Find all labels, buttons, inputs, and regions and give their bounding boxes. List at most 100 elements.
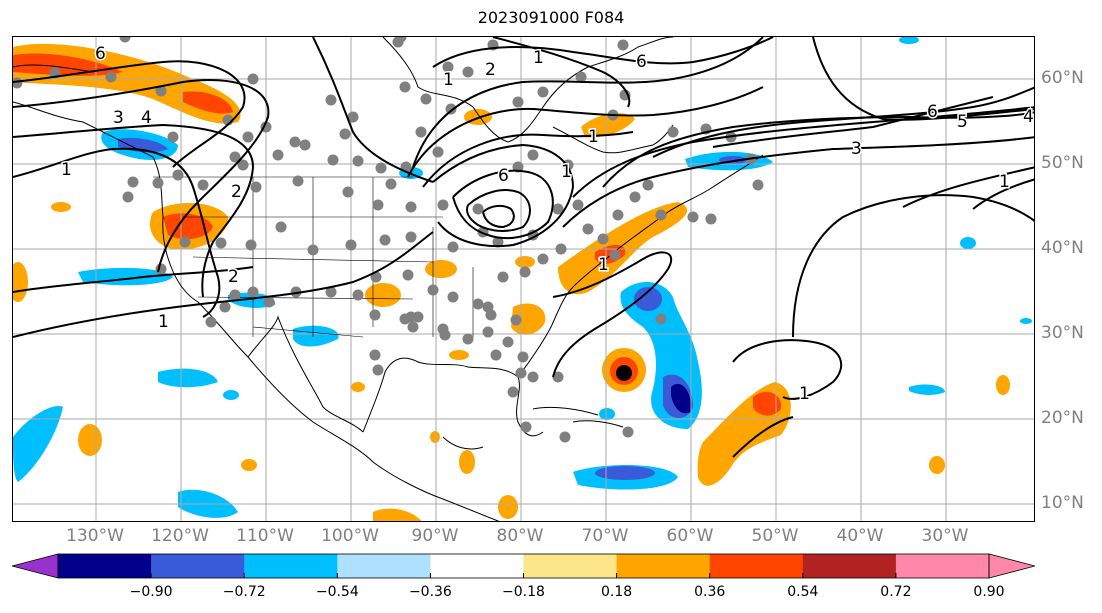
lat-label: 30°N <box>1041 323 1084 343</box>
colorbar-segment <box>895 554 990 578</box>
station-dot <box>575 71 587 83</box>
station-dot <box>229 151 241 163</box>
station-dot <box>572 199 584 211</box>
station-dot <box>342 186 354 198</box>
station-dot <box>655 209 667 221</box>
station-dot <box>250 181 262 193</box>
colorbar-tick-label: −0.36 <box>408 584 452 600</box>
lon-label: 30°W <box>921 526 969 546</box>
colorbar-tick-label: 0.36 <box>694 584 726 600</box>
station-dot <box>582 223 594 235</box>
colorbar-segment <box>337 554 431 578</box>
station-dot <box>399 81 411 93</box>
station-dot <box>155 85 167 97</box>
shade-region <box>634 287 662 311</box>
contour-label: 6 <box>636 52 647 72</box>
station-dot <box>705 213 717 225</box>
colorbar-segment <box>244 554 338 578</box>
station-dot <box>555 243 567 255</box>
station-dot <box>445 103 457 115</box>
station-dot <box>122 191 134 203</box>
lon-label: 130°W <box>66 526 124 546</box>
station-dot <box>519 266 531 278</box>
station-dot <box>205 316 217 328</box>
station-dot <box>307 244 319 256</box>
station-dot <box>345 239 357 251</box>
station-dot <box>372 364 384 376</box>
station-dot <box>527 371 539 383</box>
shade-region <box>996 375 1010 395</box>
colorbar-tick-label: 0.90 <box>973 584 1005 600</box>
contour-label: 5 <box>957 112 968 132</box>
political-borders <box>153 176 474 338</box>
lon-label: 90°W <box>411 526 459 546</box>
shade-region <box>498 495 518 519</box>
lat-label: 20°N <box>1041 408 1084 428</box>
station-dot <box>219 301 231 313</box>
station-dot <box>405 231 417 243</box>
contour-label: 1 <box>598 255 609 275</box>
station-dot <box>339 128 351 140</box>
station-dot <box>237 159 249 171</box>
lat-label: 50°N <box>1041 153 1084 173</box>
colorbar-extend-high <box>988 553 1035 579</box>
station-dot <box>407 321 419 333</box>
gridlines <box>13 37 1034 521</box>
station-dots <box>13 37 764 443</box>
shade-region <box>78 424 102 456</box>
shade-region <box>449 350 469 360</box>
colorbar-tick-label: −0.72 <box>222 584 266 600</box>
contour-label: 1 <box>61 160 72 180</box>
station-dot <box>372 199 384 211</box>
colorbar <box>12 553 1035 579</box>
colorbar-segment <box>58 554 152 578</box>
station-dot <box>432 146 444 158</box>
station-dot <box>447 241 459 253</box>
shade-region <box>909 384 945 395</box>
station-dot <box>245 239 257 251</box>
station-dot <box>642 179 654 191</box>
station-dot <box>172 169 184 181</box>
shade-region <box>595 466 655 480</box>
shade-region <box>899 37 919 44</box>
station-dot <box>385 178 397 190</box>
station-dot <box>485 309 497 321</box>
colorbar-segment <box>709 554 804 578</box>
shade-region <box>183 91 233 114</box>
shade-region <box>373 508 422 521</box>
shade-region <box>929 456 945 474</box>
station-dot <box>229 289 241 301</box>
station-dot <box>369 309 381 321</box>
colorbar-tick-label: 0.54 <box>787 584 819 600</box>
contour-label: 1 <box>999 172 1010 192</box>
station-dot <box>275 221 287 233</box>
station-dot <box>405 201 417 213</box>
station-dot <box>352 155 364 167</box>
contour-label: 6 <box>498 166 509 186</box>
colorbar-tick-label: 0.18 <box>601 584 633 600</box>
shade-region <box>223 390 239 400</box>
station-dot <box>442 61 454 73</box>
shade-region <box>1020 318 1032 324</box>
colorbar-tick-label: −0.90 <box>129 584 173 600</box>
contour-lines <box>13 37 1034 458</box>
station-dot <box>559 431 571 443</box>
station-dot <box>537 86 549 98</box>
station-dot <box>492 236 504 248</box>
contour-label: 6 <box>95 44 106 64</box>
station-dot <box>687 211 699 223</box>
station-dot <box>325 286 337 298</box>
colorbar-segment <box>523 554 618 578</box>
contour-label: 1 <box>561 162 572 182</box>
shade-region <box>13 406 63 482</box>
station-dot <box>517 351 529 363</box>
station-dot <box>327 154 339 166</box>
station-dot <box>379 234 391 246</box>
station-dot <box>439 329 451 341</box>
shade-region <box>351 382 365 392</box>
station-dot <box>369 349 381 361</box>
station-dot <box>597 233 609 245</box>
